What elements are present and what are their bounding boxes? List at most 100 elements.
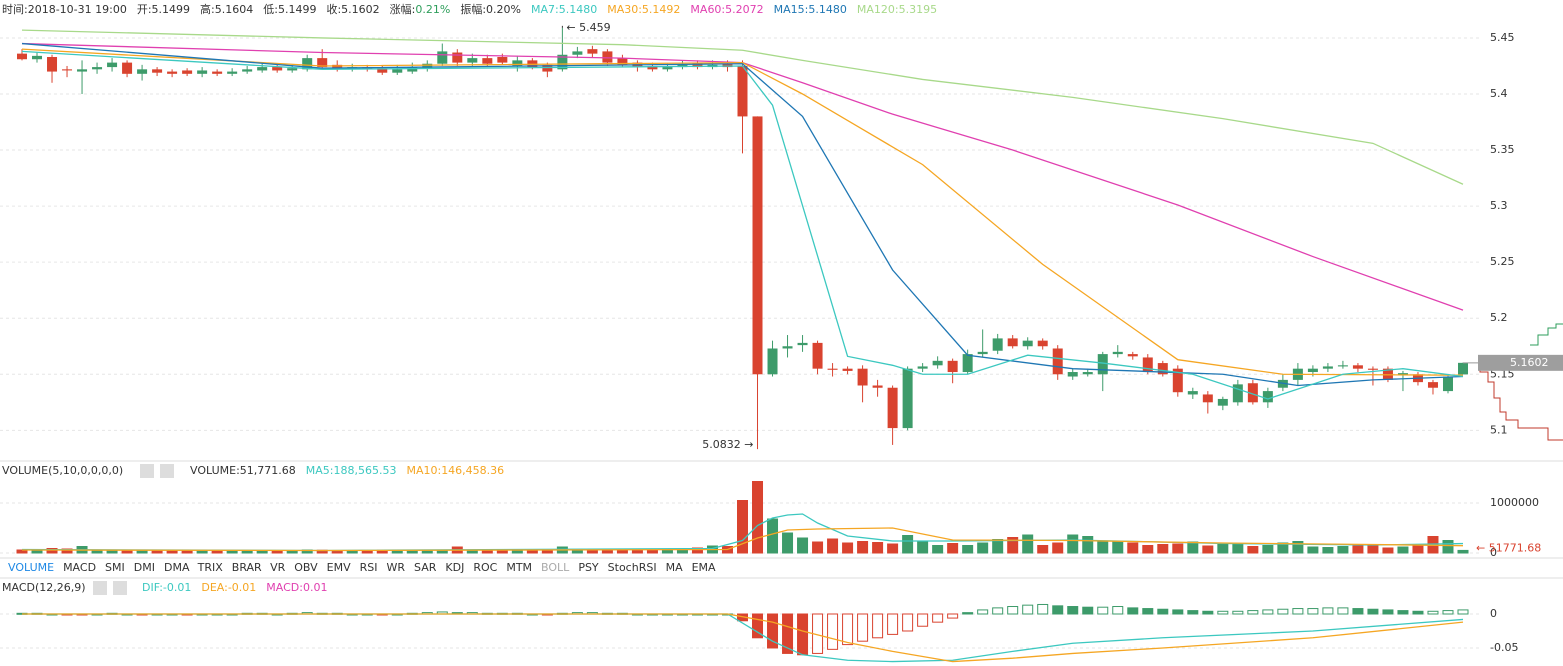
settings-icon[interactable] bbox=[140, 464, 154, 478]
y-tick-label: 5.4 bbox=[1490, 87, 1508, 100]
bar bbox=[1067, 534, 1079, 554]
legend-row: DIF:-0.01 DEA:-0.01 MACD:0.01 bbox=[142, 581, 327, 594]
bar bbox=[797, 613, 809, 656]
tab[interactable]: PSY bbox=[578, 561, 599, 574]
candle-body bbox=[1112, 351, 1123, 355]
bar bbox=[1262, 609, 1274, 615]
candle-body bbox=[1142, 357, 1153, 373]
bar bbox=[932, 613, 944, 623]
bar bbox=[1412, 610, 1424, 615]
bar bbox=[526, 550, 538, 554]
bar bbox=[1217, 544, 1229, 554]
candle-body bbox=[1337, 365, 1348, 367]
bar bbox=[827, 538, 839, 554]
bar bbox=[136, 550, 148, 554]
tab[interactable]: MACD bbox=[63, 561, 96, 574]
candle-body bbox=[902, 368, 913, 429]
tab[interactable]: DMI bbox=[134, 561, 155, 574]
tab[interactable]: StochRSI bbox=[608, 561, 657, 574]
tab[interactable]: SAR bbox=[414, 561, 437, 574]
y-tick-label: 5.3 bbox=[1490, 199, 1508, 212]
tab[interactable]: EMV bbox=[327, 561, 351, 574]
bar bbox=[346, 550, 358, 554]
bar bbox=[1097, 606, 1109, 615]
tab[interactable]: BRAR bbox=[232, 561, 262, 574]
tab[interactable]: EMA bbox=[692, 561, 716, 574]
candle-body bbox=[437, 51, 448, 64]
legend-item: DIF:-0.01 bbox=[142, 581, 191, 594]
legend-item: MACD:0.01 bbox=[266, 581, 327, 594]
y-tick-label: 5.2 bbox=[1490, 311, 1508, 324]
bar bbox=[1112, 541, 1124, 554]
bar bbox=[1127, 542, 1139, 554]
tab[interactable]: WR bbox=[387, 561, 406, 574]
y-tick-label: 1000000 bbox=[1490, 496, 1539, 509]
bar bbox=[872, 542, 884, 554]
candle-body bbox=[1202, 394, 1213, 403]
candle-body bbox=[1007, 338, 1018, 347]
close-icon[interactable] bbox=[113, 581, 127, 595]
bar bbox=[151, 550, 163, 554]
candle-body bbox=[1262, 391, 1273, 403]
tab[interactable]: MA bbox=[666, 561, 683, 574]
candle-body bbox=[257, 67, 268, 71]
bar bbox=[887, 543, 899, 554]
bar bbox=[496, 550, 508, 554]
bar bbox=[737, 500, 748, 554]
candle-body bbox=[422, 63, 433, 69]
tab[interactable]: VR bbox=[270, 561, 286, 574]
tab[interactable]: DMA bbox=[164, 561, 190, 574]
legend-row: 时间:2018-10-31 19:00 开:5.1499 高:5.1604 低:5.1… bbox=[2, 2, 937, 16]
y-tick-label: 5.25 bbox=[1490, 255, 1515, 268]
candle-body bbox=[617, 58, 628, 65]
tab[interactable]: TRIX bbox=[197, 561, 224, 574]
candle-body bbox=[767, 348, 778, 375]
legend-item: 低:5.1499 bbox=[263, 3, 316, 16]
candle-body bbox=[482, 58, 493, 64]
settings-icon[interactable] bbox=[93, 581, 107, 595]
tab[interactable]: OBV bbox=[294, 561, 318, 574]
bar bbox=[917, 613, 929, 627]
candle-body bbox=[872, 385, 883, 388]
bar bbox=[1112, 606, 1124, 615]
bar bbox=[1337, 607, 1349, 615]
bar bbox=[1097, 541, 1109, 554]
tab[interactable]: ROC bbox=[473, 561, 497, 574]
candle-body bbox=[302, 58, 313, 70]
indicator-title: VOLUME(5,10,0,0,0,0) bbox=[2, 464, 123, 477]
candle-body bbox=[92, 67, 103, 70]
candle-body bbox=[1157, 363, 1168, 375]
y-tick-label: -0.05 bbox=[1490, 641, 1518, 654]
bar bbox=[1382, 609, 1394, 615]
bar bbox=[902, 613, 914, 632]
tab[interactable]: BOLL bbox=[541, 561, 570, 574]
bar bbox=[106, 550, 118, 554]
bar bbox=[1157, 608, 1169, 615]
indicator-line bbox=[21, 50, 1464, 400]
bar bbox=[1022, 534, 1034, 554]
bar bbox=[646, 549, 658, 554]
bar bbox=[872, 613, 884, 639]
candle-body bbox=[782, 346, 793, 349]
indicator-line bbox=[21, 29, 1464, 185]
candle-body bbox=[587, 49, 598, 54]
bar bbox=[1082, 606, 1094, 615]
bar bbox=[1067, 606, 1079, 615]
tab[interactable]: RSI bbox=[360, 561, 378, 574]
legend-item: 高:5.1604 bbox=[200, 2, 253, 16]
tab[interactable]: MTM bbox=[506, 561, 532, 574]
bar bbox=[271, 550, 283, 554]
candle-body bbox=[392, 69, 403, 73]
candle-body bbox=[452, 52, 463, 63]
bar bbox=[917, 541, 929, 554]
candle-body bbox=[242, 69, 253, 72]
candle-body bbox=[1322, 366, 1333, 369]
close-icon[interactable] bbox=[160, 464, 174, 478]
tab[interactable]: KDJ bbox=[445, 561, 464, 574]
tab[interactable]: VOLUME bbox=[8, 561, 54, 574]
legend-item: 0.21% bbox=[415, 3, 450, 16]
bar bbox=[887, 613, 899, 635]
tab[interactable]: SMI bbox=[105, 561, 125, 574]
legend-item: 开:5.1499 bbox=[137, 3, 190, 16]
low-annotation: 5.0832 → bbox=[702, 438, 753, 451]
